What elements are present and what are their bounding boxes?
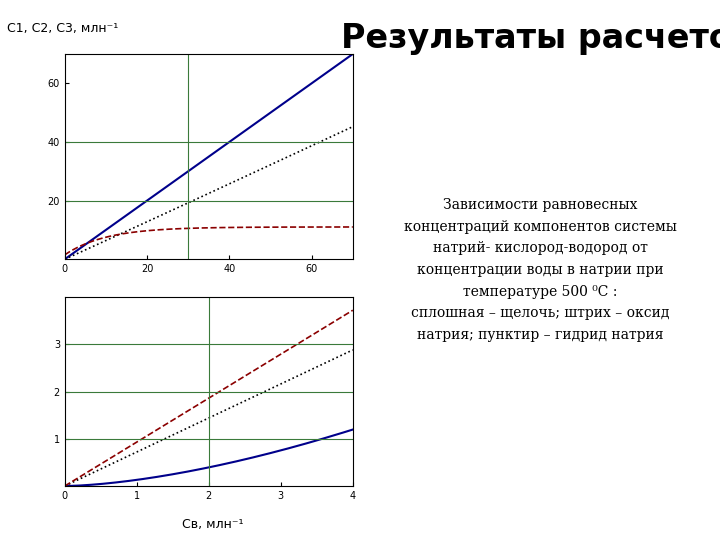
Text: Результаты расчетов: Результаты расчетов — [341, 22, 720, 55]
Text: Зависимости равновесных
концентраций компонентов системы
натрий- кислород-водоро: Зависимости равновесных концентраций ком… — [404, 198, 676, 342]
Text: Св, млн⁻¹: Св, млн⁻¹ — [181, 518, 243, 531]
Text: С1, С2, С3, млн⁻¹: С1, С2, С3, млн⁻¹ — [7, 22, 119, 35]
